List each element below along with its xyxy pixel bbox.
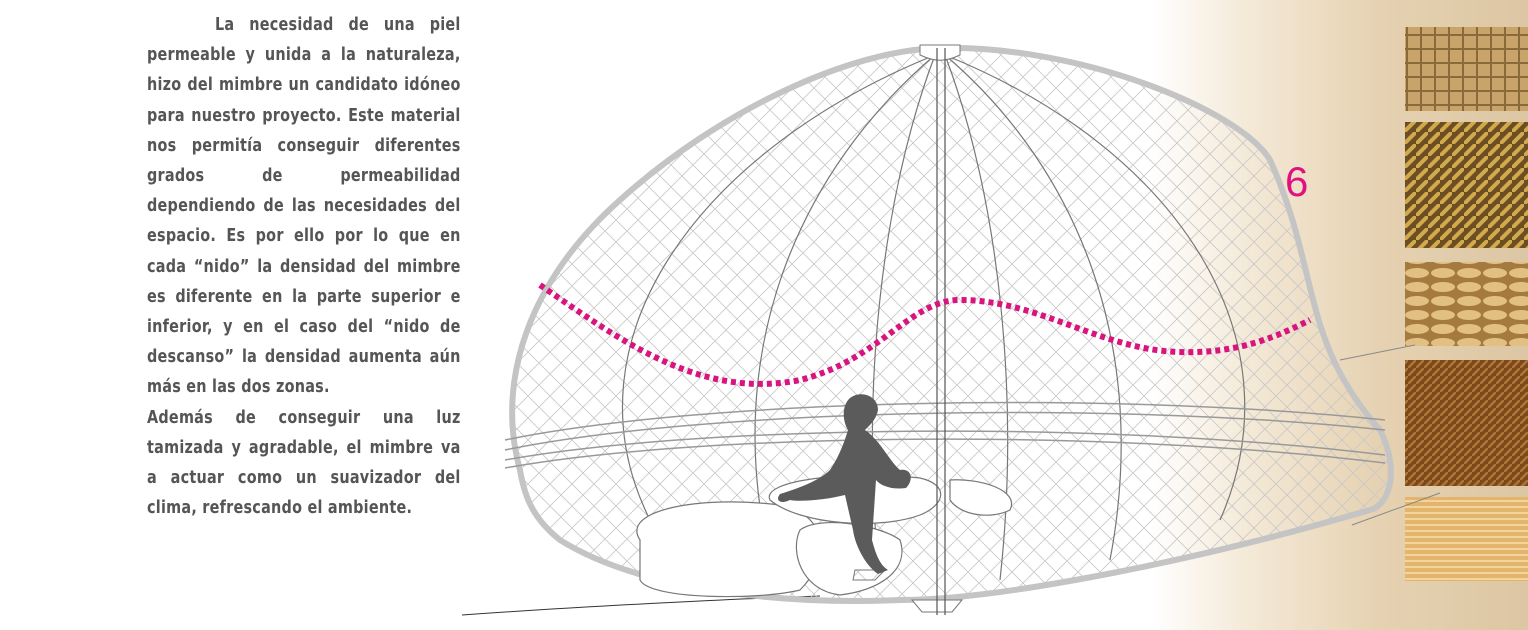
- density-line: [538, 282, 1312, 387]
- figure-number: 6: [1285, 158, 1309, 205]
- paragraph: Además de conseguir una luz tamizada y a…: [147, 406, 461, 519]
- paragraph: La necesidad de una piel permeable y uni…: [147, 14, 461, 398]
- swatch: [1405, 27, 1528, 111]
- swatch: [1405, 262, 1528, 346]
- bands: [504, 401, 1386, 469]
- pole: [936, 48, 946, 615]
- swatch: [1405, 360, 1528, 486]
- nest-shell: [509, 44, 1394, 604]
- swatch: [1405, 122, 1528, 248]
- description-text: La necesidad de una piel permeable y uni…: [147, 10, 461, 523]
- swatches: [1405, 27, 1528, 581]
- leader-line: [1339, 344, 1441, 526]
- person-silhouette: [778, 394, 911, 574]
- swatch: [1405, 497, 1528, 581]
